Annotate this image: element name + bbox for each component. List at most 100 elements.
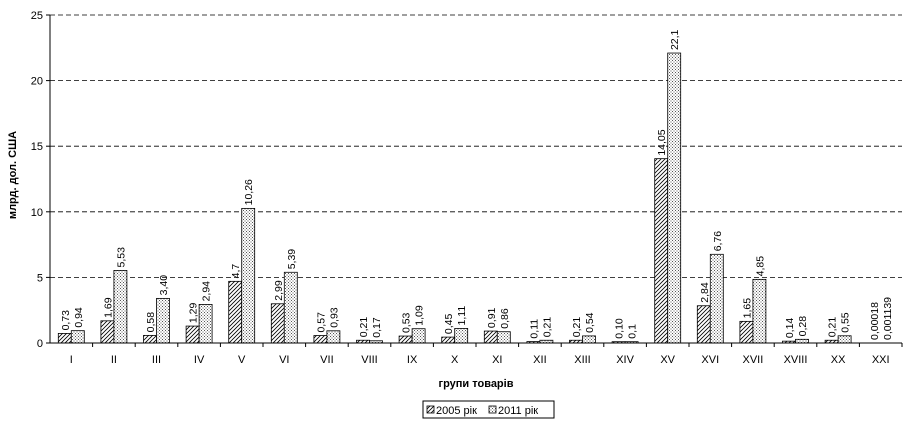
data-label: 0,73	[60, 310, 72, 331]
y-tick-label: 20	[31, 76, 43, 88]
data-label: 0,58	[145, 312, 157, 333]
data-label: 0,00018	[869, 302, 881, 340]
x-category-label: I	[70, 354, 73, 366]
bar-2011	[326, 330, 341, 344]
y-tick-label: 5	[37, 272, 43, 284]
bar-2011	[667, 52, 682, 344]
bar-2011	[752, 278, 767, 344]
x-category-label: XX	[831, 354, 846, 366]
data-label: 1,11	[456, 306, 468, 326]
data-label: 5,39	[286, 249, 298, 270]
y-tick-label: 10	[31, 207, 43, 219]
data-label: 0,1	[627, 324, 639, 339]
data-label: 0,28	[797, 316, 809, 337]
data-label: 1,65	[741, 298, 753, 319]
data-label: 4,7	[230, 264, 242, 279]
bar-2011	[70, 330, 85, 344]
y-tick-label: 15	[31, 141, 43, 153]
x-category-label: III	[152, 354, 161, 366]
x-category-label: VIII	[361, 354, 378, 366]
data-label: 3,40	[158, 275, 170, 296]
x-category-label: XVIII	[784, 354, 808, 366]
bar-2005	[398, 335, 413, 344]
data-labels: 0,73 0,94 1,69 5,53 0,58 3,40 1,292,94 4,7 10,26…	[60, 29, 894, 340]
bar-2011	[837, 335, 852, 344]
data-label: 0,57	[315, 312, 327, 333]
legend-box	[422, 400, 555, 419]
x-category-label: IX	[407, 354, 418, 366]
bar-2005	[441, 336, 456, 344]
x-category-label: XI	[492, 354, 502, 366]
data-label: 0,10	[614, 318, 626, 339]
bar-2005	[696, 305, 711, 344]
bar-2011	[198, 304, 213, 344]
data-label: 0,21	[358, 317, 370, 338]
data-label: 10,26	[243, 179, 255, 205]
data-label: 6,76	[712, 231, 724, 252]
data-label: 14,05	[656, 129, 668, 155]
x-category-label: XII	[533, 354, 546, 366]
x-category-label: X	[451, 354, 459, 366]
data-label: 0,93	[328, 307, 340, 328]
bar-2005	[57, 333, 72, 344]
data-label: 0,94	[73, 307, 85, 328]
bar-2011	[454, 328, 469, 344]
data-label: 0,21	[827, 317, 839, 338]
bar-2011	[709, 253, 724, 344]
y-tick-label: 25	[31, 10, 43, 22]
data-label: 0,86	[499, 308, 511, 329]
data-label: 2,84	[699, 282, 711, 303]
y-tick-label: 0	[37, 338, 43, 350]
bar-2005	[228, 280, 243, 344]
bar-2005	[143, 334, 157, 344]
data-label: 22,1	[669, 29, 681, 50]
x-category-label: XIV	[616, 354, 634, 366]
data-label: 0,001139	[882, 297, 894, 340]
legend-swatch-2005	[426, 405, 435, 414]
data-label: 4,85	[754, 256, 766, 277]
y-axis-ticks: 0 5 10 15 20 25	[31, 10, 50, 350]
x-category-label: XVII	[743, 354, 764, 366]
bar-2005	[270, 303, 285, 344]
x-category-label: II	[111, 354, 117, 366]
legend: 2005 рік 2011 рік	[422, 400, 555, 419]
bar-2005	[185, 325, 200, 344]
x-category-label: XVI	[701, 354, 719, 366]
bar-2005	[100, 320, 115, 344]
x-category-label: XV	[660, 354, 675, 366]
bars	[57, 52, 895, 344]
data-label: 2,99	[273, 280, 285, 301]
legend-swatch-2011	[488, 405, 497, 414]
legend-label-2011: 2011 рік	[498, 405, 538, 417]
data-label: 0,14	[784, 318, 796, 339]
data-label: 0,21	[541, 317, 553, 338]
data-label: 0,21	[571, 317, 583, 338]
x-category-label: XXI	[872, 354, 890, 366]
x-category-label: VI	[279, 354, 289, 366]
x-category-label: VII	[320, 354, 333, 366]
x-category-label: IV	[194, 354, 205, 366]
data-label: 1,09	[414, 305, 426, 326]
bar-2011	[795, 338, 809, 344]
data-label: 0,45	[443, 313, 455, 334]
x-axis-categories: I II III IV V VI VII VIII IX X XI XII XIII XIV XV XVI XV…	[70, 343, 903, 366]
data-label: 0,11	[528, 319, 540, 339]
x-category-label: V	[238, 354, 246, 366]
bar-2011	[113, 270, 128, 344]
bar-2011	[156, 297, 170, 344]
data-label: 0,91	[486, 307, 498, 328]
bar-2005	[654, 158, 669, 344]
bar-2011	[283, 271, 298, 344]
bar-2011	[241, 207, 256, 344]
data-label: 0,53	[401, 312, 413, 333]
data-label: 5,53	[115, 247, 127, 268]
data-label: 0,17	[371, 317, 383, 338]
y-axis-title: млрд. дол. США	[7, 131, 19, 219]
bar-2005	[313, 335, 328, 344]
bar-2011	[411, 328, 426, 344]
bar-2005	[483, 330, 498, 344]
bar-2005	[739, 320, 754, 344]
bar-2011	[582, 335, 596, 344]
data-label: 1,69	[102, 297, 114, 318]
